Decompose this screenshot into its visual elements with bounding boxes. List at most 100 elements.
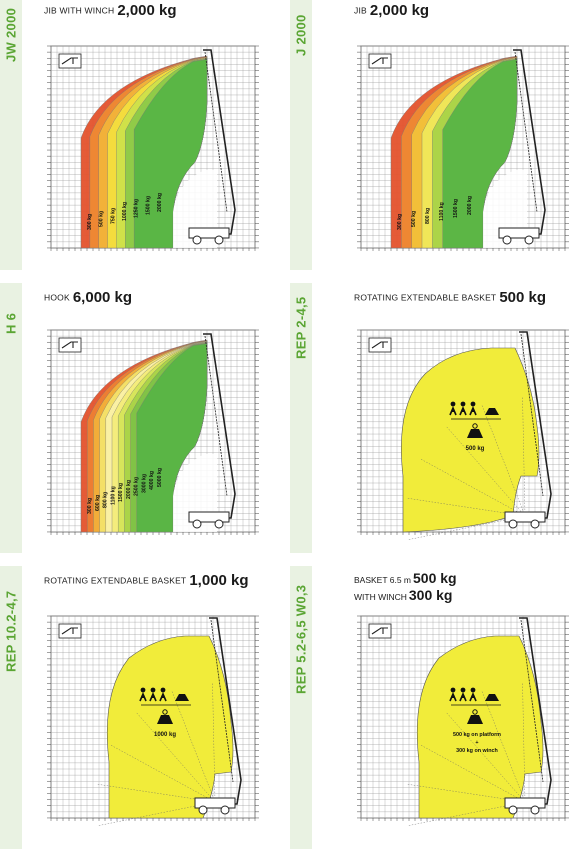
boom-outline <box>194 617 242 815</box>
zone-label: 750 kg <box>110 208 116 224</box>
weight-ring <box>162 709 168 715</box>
machine-body <box>504 797 546 809</box>
wheel <box>198 805 208 815</box>
boom-lattice <box>210 619 234 783</box>
work-envelope <box>106 635 234 819</box>
panel-rep245: REP 2-4,5 ROTATING EXTENDABLE BASKET 500 … <box>290 283 580 566</box>
side-bar <box>0 566 22 849</box>
zone-label: 2500 kg <box>134 477 140 496</box>
machine-body <box>188 227 230 239</box>
load-icon <box>485 408 499 415</box>
radius-line <box>97 801 216 827</box>
load-zone <box>136 343 208 533</box>
person-icon <box>159 691 167 702</box>
caption-capacity: 2,000 kg <box>369 2 430 19</box>
radius-line <box>419 458 526 517</box>
icon-frame <box>58 53 82 69</box>
zone-label: 1100 kg <box>439 202 445 221</box>
zone-label: 2000 kg <box>126 480 132 499</box>
caption: JIB WITH WINCH 2,000 kg <box>44 3 177 20</box>
basket-icon <box>58 623 82 639</box>
side-bar <box>0 283 22 553</box>
wheel <box>214 519 224 529</box>
machine-body <box>498 227 540 239</box>
wheel <box>530 805 540 815</box>
wheel <box>508 805 518 815</box>
boom-lattice <box>520 619 544 783</box>
person-icon <box>470 401 476 407</box>
machine-body <box>194 797 236 809</box>
boom-lattice <box>520 333 544 497</box>
caption-type-2: WITH WINCH <box>354 591 407 602</box>
load-chart: 300 kg 600 kg 800 kg 1100 kg 1500 kg 2000 kg 2… <box>45 326 265 546</box>
zone-label: 500 kg <box>411 211 417 227</box>
person-icon <box>139 691 147 702</box>
basket-icon <box>368 623 392 639</box>
load-icon <box>175 694 189 701</box>
caption-capacity: 500 kg <box>413 570 457 586</box>
icon-glyph <box>371 341 388 349</box>
caption-capacity: 1,000 kg <box>189 572 249 589</box>
radius-line <box>445 711 526 803</box>
icon-frame <box>368 337 392 353</box>
basket-envelope <box>406 635 544 827</box>
radius-line <box>407 801 526 827</box>
wheel <box>214 235 224 245</box>
zone-label: 3000 kg <box>141 474 147 493</box>
load-chart-svg: 300 kg 500 kg 800 kg 1100 kg 1500 kg 2000 kg <box>357 45 569 251</box>
wheel <box>192 235 202 245</box>
side-bar <box>0 0 22 270</box>
radius-line <box>406 497 526 517</box>
load-value: 500 kg <box>466 446 485 452</box>
caption: ROTATING EXTENDABLE BASKET 1,000 kg <box>44 573 249 590</box>
zone-label: 1250 kg <box>134 199 140 218</box>
zone-label: 2000 kg <box>157 193 163 212</box>
caption: HOOK 6,000 kg <box>44 290 132 307</box>
caption-capacity: 2,000 kg <box>117 2 177 19</box>
caption-capacity: 500 kg <box>499 289 547 306</box>
zone-label: 800 kg <box>103 492 109 508</box>
boom-outline <box>188 49 236 245</box>
radius-line <box>481 690 526 803</box>
icon-glyph <box>61 627 78 635</box>
person-icon <box>459 691 467 702</box>
load-value: + <box>475 740 478 746</box>
side-label: J 2000 <box>293 14 309 56</box>
load-chart: 1000 kg <box>45 612 265 832</box>
wheel <box>220 805 230 815</box>
caption-type: ROTATING EXTENDABLE BASKET <box>354 292 497 303</box>
load-icon <box>485 694 499 701</box>
work-envelope <box>416 635 544 819</box>
caption-capacity: 6,000 kg <box>72 289 133 306</box>
caption: JIB 2,000 kg <box>354 3 429 20</box>
jib-winch-icon <box>58 53 82 69</box>
work-envelope <box>401 347 540 533</box>
zone-label: 1500 kg <box>118 483 124 502</box>
side-label: JW 2000 <box>3 7 19 63</box>
load-chart-svg: 1000 kg <box>47 615 259 827</box>
weight-icon <box>467 715 483 724</box>
caption: BASKET 6.5 m 500 kg WITH WINCH 300 kg <box>354 571 457 605</box>
load-value: 300 kg on winch <box>456 748 498 754</box>
radius-line <box>96 783 216 803</box>
person-icon <box>149 691 157 702</box>
zone-label: 1500 kg <box>145 196 151 215</box>
occupancy-pictogram <box>449 687 501 724</box>
boom-outline <box>498 49 546 245</box>
load-chart-svg: 300 kg 600 kg 800 kg 1100 kg 1500 kg 2000 kg 2… <box>47 329 259 535</box>
icon-frame <box>58 337 82 353</box>
person-icon <box>459 405 467 416</box>
caption-type: HOOK <box>44 292 70 303</box>
radius-line <box>171 690 216 803</box>
zone-label: 2000 kg <box>467 196 473 215</box>
radius-line <box>407 515 526 541</box>
panel-j2000: J 2000 JIB 2,000 kg 300 kg 500 kg 800 kg 110… <box>290 0 580 283</box>
load-zones: 300 kg 500 kg 750 kg 1000 kg 1250 kg 1500 kg 2… <box>80 55 217 249</box>
load-chart-svg: 500 kg on platform +300 kg on winch <box>357 615 569 827</box>
radius-line <box>406 783 526 803</box>
side-bar <box>290 283 312 553</box>
boom-outline <box>188 333 236 529</box>
panel-h6: H 6 HOOK 6,000 kg 300 kg 600 kg 800 kg 1100 … <box>0 283 290 566</box>
person-icon <box>470 687 476 693</box>
side-bar <box>290 0 312 270</box>
